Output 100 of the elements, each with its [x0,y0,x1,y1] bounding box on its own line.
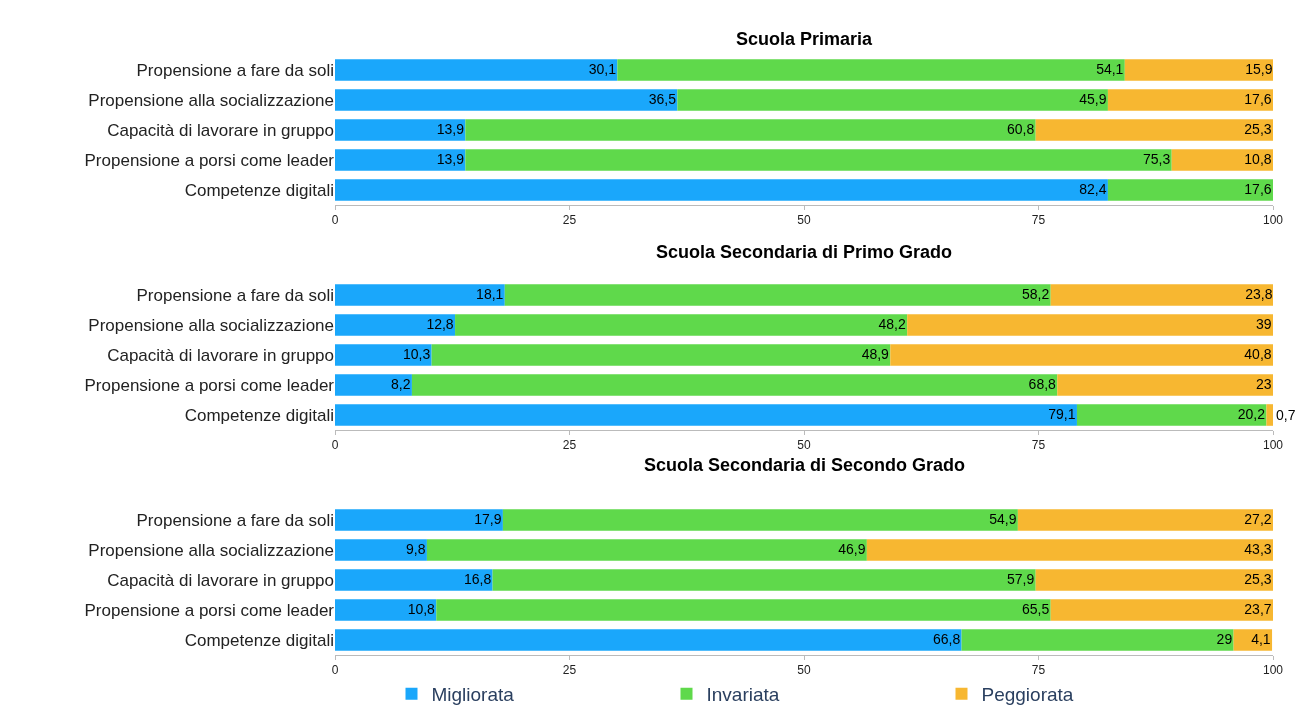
bar [1076,404,1267,426]
y-tick-label: Propensione a fare da soli [136,60,334,80]
bar [335,89,678,111]
y-tick-label: Capacità di lavorare in gruppo [107,570,334,590]
bar [1035,119,1273,141]
x-tick-label: 50 [797,663,811,678]
data-label: 27,2 [1244,510,1272,527]
y-tick-label: Propensione a fare da soli [136,285,334,305]
data-label: 17,9 [474,510,502,527]
data-label: 23,8 [1245,285,1273,302]
bar [617,59,1125,81]
chart-title: Scuola Secondaria di Primo Grado [656,242,953,262]
data-label: 54,9 [989,510,1017,527]
data-label: 66,8 [932,630,961,647]
data-label: 8,2 [391,375,411,392]
x-tick-label: 100 [1262,663,1284,678]
y-tick-label: Capacità di lavorare in gruppo [107,345,334,365]
data-label: 13,9 [436,120,465,137]
y-tick-label: Propensione alla socializzazione [88,540,334,560]
data-label: 25,3 [1244,120,1272,137]
bar [335,599,437,621]
data-label: 48,9 [861,345,890,362]
data-label: 36,5 [648,90,677,107]
y-tick-label: Propensione a porsi come leader [84,150,335,170]
bar [335,314,456,336]
bar [1050,284,1273,306]
data-label: 46,9 [838,540,866,557]
data-label: 29 [1216,630,1233,647]
bar [335,509,503,531]
bar [677,89,1108,111]
data-label: 10,3 [402,345,431,362]
data-label: 13,9 [436,150,465,167]
legend-label: Peggiorata [981,684,1074,706]
bar [335,344,432,366]
x-tick-label: 0 [331,663,339,678]
data-label: 18,1 [476,285,504,302]
data-label: 65,5 [1022,600,1050,617]
x-tick-label: 25 [562,213,577,228]
x-tick-label: 25 [562,438,577,453]
bar [436,599,1051,621]
bar [335,59,618,81]
y-tick-label: Competenze digitali [184,405,334,425]
bar [1107,179,1273,201]
bar [1171,149,1273,171]
bar [890,344,1273,366]
bar [961,629,1234,651]
data-label: 45,9 [1079,90,1107,107]
bar [411,374,1058,396]
bar [335,119,466,141]
bar [426,539,867,561]
chart-title: Scuola Secondaria di Secondo Grado [644,455,966,475]
x-tick-label: 75 [1031,213,1046,228]
bar [431,344,891,366]
data-label: 54,1 [1096,60,1124,77]
chart-title: Scuola Primaria [736,29,874,49]
y-tick-label: Propensione alla socializzazione [88,90,334,110]
data-label: 17,6 [1244,90,1272,107]
data-label: 68,8 [1028,375,1057,392]
data-label: 16,8 [463,570,492,587]
data-label: 43,3 [1244,540,1272,557]
bar [465,119,1036,141]
data-label: 23 [1256,375,1272,392]
bar [335,284,505,306]
data-label: 57,9 [1007,570,1035,587]
bar [1124,59,1273,81]
bar [335,374,412,396]
x-tick-label: 75 [1031,663,1046,678]
x-tick-label: 25 [562,663,577,678]
bar [335,539,427,561]
y-tick-label: Propensione alla socializzazione [88,315,334,335]
data-label: 12,8 [426,315,454,332]
x-tick-label: 100 [1262,213,1284,228]
x-tick-label: 50 [797,438,811,453]
x-tick-label: 0 [331,213,339,228]
data-label: 10,8 [407,600,436,617]
legend-label: Migliorata [431,684,515,706]
bar [1050,599,1273,621]
data-label: 39 [1256,315,1272,332]
data-label: 23,7 [1244,600,1272,617]
x-tick-label: 100 [1262,438,1284,453]
bar [502,509,1018,531]
bar [335,629,962,651]
x-tick-label: 75 [1031,438,1046,453]
y-tick-label: Propensione a porsi come leader [84,375,335,395]
data-label: 58,2 [1022,285,1050,302]
data-label: 48,2 [878,315,906,332]
bar [1017,509,1273,531]
bar [335,404,1077,426]
y-tick-label: Propensione a fare da soli [136,510,334,530]
bar [335,179,1108,201]
data-label: 30,1 [588,60,617,77]
legend-label: Invariata [706,684,780,706]
data-label: 60,8 [1007,120,1035,137]
data-label: 4,1 [1251,630,1271,647]
data-label: 20,2 [1237,405,1266,422]
bar [1233,629,1273,651]
data-label: 9,8 [406,540,426,557]
y-tick-label: Propensione a porsi come leader [84,600,335,620]
bar [907,314,1273,336]
bar [1035,569,1273,591]
